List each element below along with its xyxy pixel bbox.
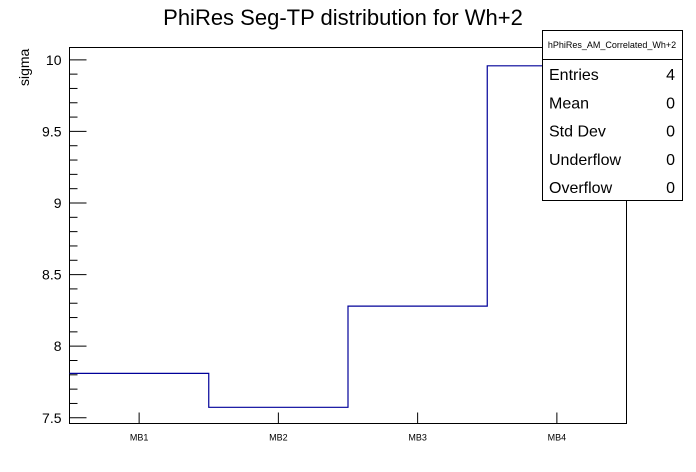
y-tick-label: 9.5 [42,123,62,139]
histogram-steps [69,65,627,408]
stats-label: Underflow [549,152,621,169]
y-tick-label: 7.5 [42,410,62,426]
y-tick-label: 10 [46,52,62,68]
x-tick-label: MB3 [408,433,427,443]
stats-value: 0 [666,124,675,141]
y-axis: 7.5 8 8.5 9 9.5 10 [42,52,87,426]
chart-title: PhiRes Seg-TP distribution for Wh+2 [163,5,523,30]
stats-label: Mean [549,95,589,112]
histogram-line [69,65,627,408]
y-axis-label: sigma [16,48,32,86]
x-axis: MB1 MB2 MB3 MB4 [130,412,567,443]
y-tick-label: 8 [54,338,62,354]
stats-value: 4 [666,67,675,84]
stats-box-title: hPhiRes_AM_Correlated_Wh+2 [548,40,676,50]
stats-value: 0 [666,95,675,112]
stats-label: Entries [549,67,599,84]
stats-value: 0 [666,180,675,197]
stats-label: Overflow [549,180,613,197]
y-tick-label: 9 [54,195,62,211]
stats-box: hPhiRes_AM_Correlated_Wh+2 Entries 4 Mean 0… [542,30,683,201]
plot-frame [69,47,627,424]
stats-label: Std Dev [549,124,606,141]
x-tick-label: MB4 [548,433,567,443]
x-tick-label: MB1 [130,433,149,443]
x-tick-label: MB2 [269,433,288,443]
y-tick-label: 8.5 [42,267,62,283]
stats-value: 0 [666,152,675,169]
